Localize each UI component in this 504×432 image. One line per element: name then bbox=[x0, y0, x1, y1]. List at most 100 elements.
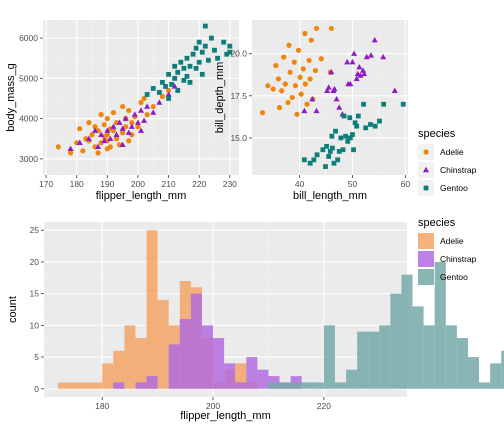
x-tick-label: 50 bbox=[348, 179, 358, 189]
point bbox=[289, 94, 295, 101]
histogram-bars bbox=[57, 230, 504, 389]
point bbox=[215, 55, 220, 61]
histogram-y-axis-title: count bbox=[7, 296, 19, 323]
point bbox=[110, 128, 117, 134]
point bbox=[184, 55, 190, 61]
histogram-bar bbox=[168, 344, 180, 389]
point bbox=[324, 143, 329, 149]
scatter2-x-axis-title: bill_length_mm bbox=[293, 190, 367, 202]
point bbox=[122, 115, 129, 121]
point bbox=[355, 113, 361, 119]
point bbox=[107, 144, 113, 150]
point bbox=[354, 123, 360, 129]
point bbox=[89, 132, 95, 138]
y-tick-label: 6000 bbox=[19, 33, 38, 43]
point bbox=[156, 90, 162, 95]
point bbox=[423, 149, 429, 155]
point bbox=[172, 63, 178, 69]
legend-key bbox=[418, 251, 434, 267]
scatter2-y-axis-title: bill_depth_mm bbox=[214, 62, 226, 134]
point bbox=[391, 87, 398, 93]
scatter1-points bbox=[55, 23, 233, 156]
point bbox=[302, 81, 309, 87]
histogram-bar bbox=[334, 382, 347, 389]
point bbox=[297, 74, 303, 80]
point bbox=[160, 80, 165, 85]
point bbox=[259, 110, 266, 116]
y-tick-label: 17.5 bbox=[230, 91, 247, 101]
point bbox=[381, 101, 387, 107]
point bbox=[344, 58, 351, 65]
point bbox=[363, 53, 370, 60]
histogram-legend-title: species bbox=[418, 217, 456, 229]
y-tick-label: 15 bbox=[30, 289, 40, 299]
point bbox=[101, 137, 108, 143]
point bbox=[196, 59, 202, 65]
histogram-bar bbox=[501, 350, 504, 389]
point bbox=[150, 103, 156, 110]
point bbox=[110, 109, 117, 116]
x-tick-label: 60 bbox=[401, 179, 411, 189]
histogram-bar bbox=[224, 363, 236, 389]
point bbox=[336, 149, 342, 154]
point bbox=[298, 91, 304, 97]
point bbox=[349, 58, 356, 65]
y-tick-label: 20 bbox=[30, 257, 40, 267]
point bbox=[324, 87, 331, 93]
x-tick-label: 210 bbox=[161, 179, 175, 189]
histogram-bar bbox=[312, 382, 324, 389]
histogram-bar bbox=[235, 382, 247, 389]
histogram-bar bbox=[68, 382, 81, 389]
point bbox=[92, 124, 98, 130]
point bbox=[171, 83, 178, 89]
point bbox=[292, 83, 298, 89]
histogram-bar bbox=[179, 319, 191, 389]
point bbox=[400, 101, 406, 107]
point bbox=[101, 122, 107, 128]
point bbox=[371, 37, 378, 43]
point bbox=[144, 92, 150, 97]
x-tick-label: 190 bbox=[100, 179, 114, 189]
point bbox=[350, 132, 355, 137]
point bbox=[202, 23, 208, 29]
point bbox=[135, 124, 141, 130]
point bbox=[150, 109, 157, 115]
point bbox=[320, 147, 326, 153]
y-tick-label: 3000 bbox=[19, 154, 38, 164]
legend-label-chinstrap: Chinstrap bbox=[440, 254, 477, 264]
histogram-bar bbox=[445, 325, 457, 389]
point bbox=[120, 130, 126, 136]
legend-label-gentoo: Gentoo bbox=[440, 272, 468, 282]
point bbox=[368, 122, 373, 127]
x-tick-label: 230 bbox=[223, 179, 237, 189]
histogram-bar bbox=[301, 382, 313, 389]
point bbox=[85, 135, 92, 141]
point bbox=[282, 81, 288, 87]
histogram-bar bbox=[246, 357, 258, 389]
point bbox=[270, 86, 276, 92]
histogram-bar bbox=[213, 338, 225, 389]
y-tick-label: 4000 bbox=[19, 114, 38, 124]
histogram-ticks: 180 200 220 0 5 10 15 20 25 bbox=[30, 225, 332, 411]
point bbox=[163, 84, 168, 89]
point bbox=[329, 145, 335, 151]
histogram-bar bbox=[113, 350, 125, 389]
point bbox=[199, 49, 205, 55]
point bbox=[134, 119, 141, 125]
scatter2-points bbox=[259, 25, 406, 169]
x-tick-label: 220 bbox=[317, 401, 331, 411]
point bbox=[178, 59, 184, 65]
legend-key bbox=[418, 269, 434, 285]
point bbox=[159, 93, 166, 100]
point bbox=[104, 127, 111, 133]
point bbox=[333, 128, 338, 134]
scatter-flipper-vs-mass: 170 180 190 200 210 220 230 3000 4000 5000 6000 fl… bbox=[5, 20, 239, 202]
scatter-legend-title: species bbox=[418, 128, 456, 140]
point bbox=[181, 65, 187, 71]
point bbox=[221, 39, 227, 45]
point bbox=[123, 124, 129, 130]
histogram-bar bbox=[80, 382, 92, 389]
y-tick-label: 5000 bbox=[19, 73, 38, 83]
y-tick-label: 10 bbox=[30, 320, 40, 330]
point bbox=[367, 52, 374, 58]
